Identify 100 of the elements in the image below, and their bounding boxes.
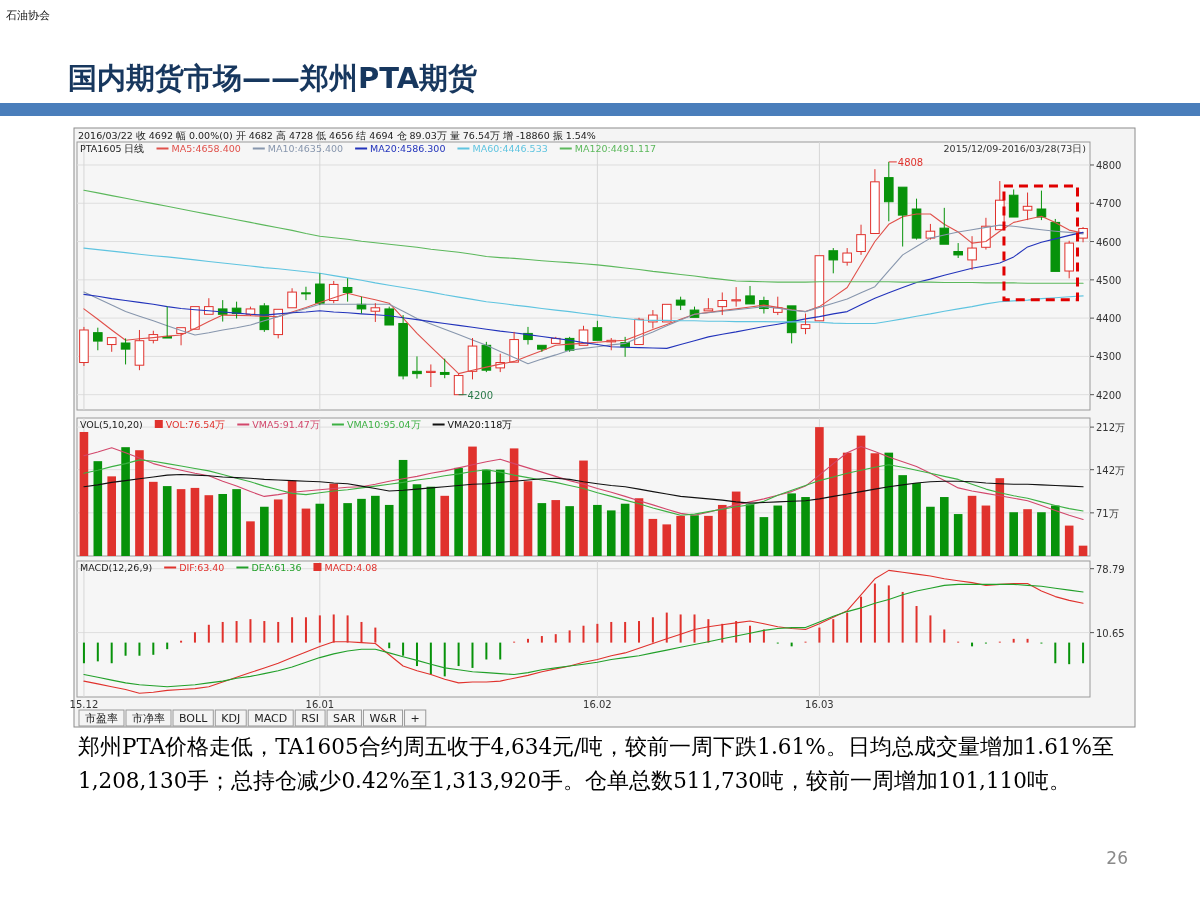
bar [842, 452, 852, 556]
bar [565, 506, 574, 556]
bar [526, 638, 529, 643]
bar [638, 621, 641, 643]
candlestick [106, 337, 117, 353]
bar [690, 515, 699, 556]
candlestick [467, 337, 478, 380]
bar [606, 510, 616, 556]
bar [263, 621, 266, 643]
bar [93, 461, 103, 556]
y-tick-label: 4600 [1096, 236, 1122, 248]
x-tick-label: 16.02 [583, 699, 612, 710]
annotation: 2015/12/09-2016/03/28(73日) [943, 143, 1086, 154]
bar [568, 630, 571, 643]
legend-label: MA20:4586.300 [370, 143, 446, 154]
bar [860, 596, 863, 643]
candlestick [1064, 240, 1074, 279]
bar [402, 642, 405, 656]
bar [773, 505, 783, 556]
bar [429, 642, 432, 675]
bar [138, 642, 141, 656]
candlestick [731, 286, 741, 308]
bar [926, 506, 935, 556]
text: RSI [301, 712, 320, 725]
bar [193, 632, 196, 643]
text: 市盈率 [85, 712, 118, 725]
text: BOLL [179, 712, 209, 725]
legend-label: VMA20:118万 [447, 419, 513, 430]
bar [277, 621, 280, 643]
annotation: 4200 [467, 389, 494, 401]
candlestick [939, 207, 950, 245]
bar [329, 483, 339, 556]
bar [801, 497, 810, 556]
candlestick [897, 186, 908, 248]
y-tick-label: 4500 [1096, 274, 1122, 286]
bar [235, 621, 238, 643]
bar [582, 625, 585, 643]
candlestick [93, 327, 103, 351]
candlestick [1050, 218, 1061, 272]
candlestick [800, 313, 811, 335]
bar [762, 629, 765, 643]
bar [759, 517, 769, 556]
bar [440, 495, 450, 556]
line-series [83, 583, 1084, 688]
bar [1051, 505, 1060, 556]
chart-title: 国内期货市场——郑州PTA期货 [68, 61, 478, 95]
bar [485, 642, 488, 660]
candlestick [537, 344, 547, 353]
text: W&R [369, 712, 397, 725]
bar [662, 524, 672, 556]
bar [415, 642, 418, 667]
y-tick-label: 4700 [1096, 198, 1122, 210]
bar [482, 469, 491, 556]
legend-label: MA120:4491.117 [574, 143, 657, 154]
bar [943, 629, 946, 643]
bar [1068, 642, 1071, 665]
x-tick-label: 15.12 [69, 699, 99, 710]
candlestick [814, 255, 825, 322]
bar [166, 642, 169, 650]
legend-label: DIF:63.40 [179, 562, 225, 573]
candlestick [1008, 188, 1019, 218]
bar [149, 481, 158, 556]
candlestick [925, 223, 936, 241]
bar [995, 478, 1005, 556]
legend-title: MACD(12,26,9) [80, 562, 153, 573]
bar [371, 495, 380, 556]
annotation: 4808 [897, 156, 924, 168]
candlestick [842, 247, 852, 267]
bar [509, 448, 519, 556]
candlestick [745, 285, 755, 305]
bar [287, 480, 297, 556]
bar [301, 508, 311, 556]
bar [717, 504, 727, 556]
bar [884, 452, 894, 556]
bar [152, 642, 155, 655]
bar [124, 642, 127, 656]
bar [221, 621, 224, 643]
bar [454, 467, 463, 556]
bar [107, 476, 116, 556]
bar [540, 636, 543, 643]
bar [176, 489, 186, 556]
y-tick-label: 10.65 [1096, 627, 1125, 639]
y-tick-label: 212万 [1096, 422, 1126, 434]
y-tick-label: 4200 [1096, 389, 1122, 401]
legend-label: VMA10:95.04万 [346, 419, 421, 430]
bar [1054, 642, 1057, 664]
legend-label: VMA5:91.47万 [252, 419, 320, 430]
text: MACD [254, 712, 288, 725]
bar [96, 642, 99, 662]
bar [260, 506, 269, 556]
bar [468, 446, 477, 556]
line-series [83, 247, 1084, 325]
bar [273, 499, 283, 556]
bar [898, 475, 907, 556]
candlestick [703, 297, 714, 312]
bar [967, 495, 977, 556]
bar [218, 493, 228, 556]
bar [815, 427, 824, 556]
bar [554, 634, 557, 643]
text: SAR [333, 712, 356, 725]
